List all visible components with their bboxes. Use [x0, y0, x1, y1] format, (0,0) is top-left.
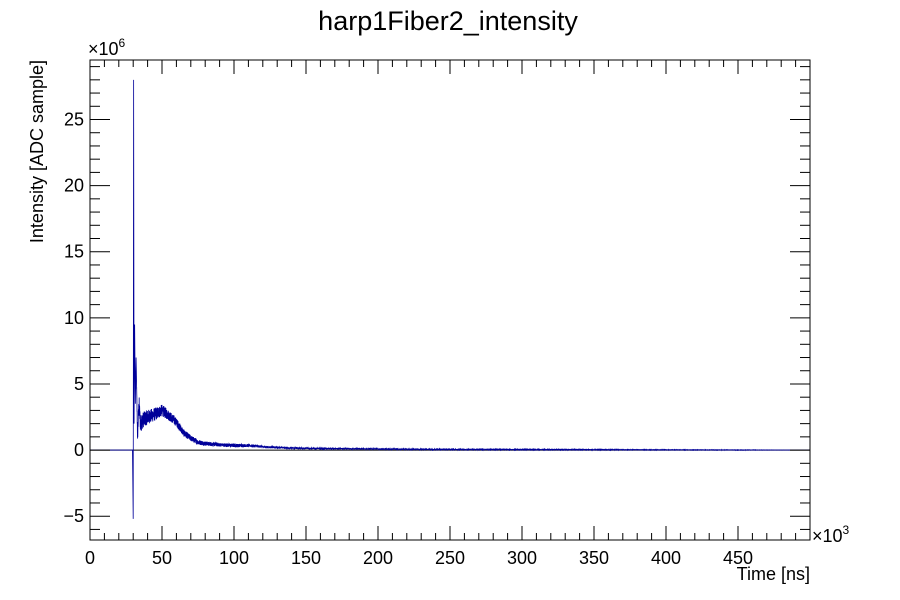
x-axis-multiplier: ×103 [812, 523, 850, 546]
y-tick-label: 0 [74, 440, 84, 460]
x-multiplier-base: ×10 [812, 526, 843, 546]
x-tick-label: 350 [579, 548, 609, 568]
y-tick-label: 25 [64, 110, 84, 130]
x-multiplier-exp: 3 [843, 523, 850, 537]
series-intensity-line [90, 79, 810, 519]
y-multiplier-base: ×10 [88, 39, 119, 59]
y-axis-multiplier: ×106 [88, 36, 126, 59]
x-tick-label: 50 [152, 548, 172, 568]
x-tick-label: 250 [435, 548, 465, 568]
x-tick-label: 100 [219, 548, 249, 568]
y-tick-label: −5 [63, 506, 84, 526]
x-tick-label: 150 [291, 548, 321, 568]
y-multiplier-exp: 6 [119, 36, 126, 50]
x-tick-label: 0 [85, 548, 95, 568]
axis-tick-labels: 0 50 100 150 200 250 300 350 400 450 −5 0 5 10 15 20 25 [63, 110, 753, 568]
x-axis-title: Time [ns] [737, 564, 810, 584]
chart-title: harp1Fiber2_intensity [318, 6, 578, 36]
y-tick-label: 10 [64, 308, 84, 328]
plot-area [90, 79, 810, 519]
y-tick-label: 15 [64, 242, 84, 262]
y-tick-label: 5 [74, 374, 84, 394]
x-tick-label: 400 [651, 548, 681, 568]
y-axis-title: Intensity [ADC sample] [27, 60, 47, 243]
x-tick-label: 300 [507, 548, 537, 568]
x-tick-label: 200 [363, 548, 393, 568]
x-tick-label: 450 [723, 548, 753, 568]
plot-frame [89, 59, 811, 541]
y-tick-label: 20 [64, 176, 84, 196]
